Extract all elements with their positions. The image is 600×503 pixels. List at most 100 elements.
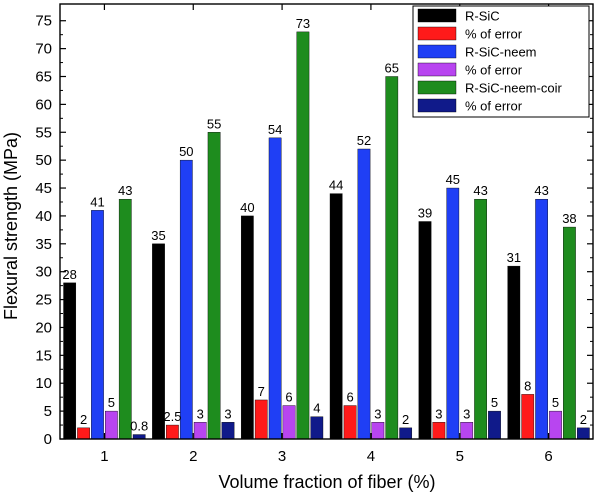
data-label-s2-c2: 54 [268, 122, 282, 137]
data-label-s1-c5: 8 [524, 378, 531, 393]
x-tick-label: 2 [189, 448, 197, 465]
bar-s3-c4 [460, 422, 474, 440]
y-tick-label: 75 [35, 13, 52, 30]
x-tick-label: 6 [544, 448, 552, 465]
data-label-s3-c5: 5 [552, 395, 559, 410]
bar-s4-c2 [296, 31, 310, 440]
bar-s3-c0 [105, 410, 118, 440]
y-tick-label: 35 [35, 236, 52, 253]
x-tick-label: 5 [456, 448, 464, 465]
bar-s5-c4 [488, 410, 501, 440]
y-tick-label: 45 [35, 180, 52, 197]
bar-s1-c0 [77, 427, 90, 440]
plot-frame [59, 3, 594, 440]
y-tick-label: 50 [35, 152, 52, 169]
data-label-s0-c0: 28 [62, 267, 76, 282]
bar-s1-c4 [432, 422, 446, 440]
data-label-s1-c4: 3 [435, 406, 442, 421]
data-label-s3-c2: 6 [285, 390, 292, 405]
data-label-s0-c2: 40 [240, 200, 254, 215]
data-label-s4-c1: 55 [207, 116, 221, 131]
data-label-s2-c0: 41 [90, 194, 104, 209]
bar-s0-c0 [63, 282, 77, 440]
bar-s4-c1 [207, 132, 221, 440]
data-label-s2-c3: 52 [357, 133, 371, 148]
data-label-s5-c5: 2 [580, 412, 587, 427]
y-tick-label: 60 [35, 96, 52, 113]
legend-swatch-4 [417, 80, 457, 95]
y-axis-title: Flexural strength (MPa) [1, 132, 21, 320]
bar-s3-c5 [549, 410, 562, 440]
data-label-s3-c0: 5 [108, 395, 115, 410]
data-label-s2-c5: 43 [534, 183, 548, 198]
data-label-s5-c1: 3 [224, 406, 231, 421]
bar-s2-c4 [446, 187, 460, 440]
legend-swatch-3 [417, 62, 457, 77]
legend-swatch-0 [417, 8, 457, 23]
bar-s1-c5 [521, 394, 535, 440]
y-tick-label: 0 [44, 431, 52, 448]
legend-swatch-5 [417, 98, 457, 113]
bar-s2-c5 [535, 198, 548, 440]
bar-s2-c2 [268, 137, 282, 440]
data-label-s2-c1: 50 [179, 144, 193, 159]
bar-s2-c0 [91, 210, 104, 440]
legend-label-2: R-SiC-neem [465, 45, 537, 60]
data-label-s4-c2: 73 [296, 16, 310, 31]
x-tick-label: 4 [367, 448, 375, 465]
data-label-s5-c0: 0.8 [130, 419, 148, 434]
bar-s2-c1 [179, 159, 193, 440]
data-label-s4-c4: 43 [473, 183, 487, 198]
data-label-s1-c0: 2 [80, 412, 87, 427]
bar-s3-c1 [193, 422, 207, 440]
data-label-s4-c0: 43 [118, 183, 132, 198]
x-axis-title: Volume fraction of fiber (%) [218, 472, 435, 492]
bar-s2-c3 [357, 148, 371, 440]
data-label-s4-c3: 65 [385, 61, 399, 76]
x-tick-label: 1 [100, 448, 108, 465]
data-label-s3-c3: 3 [374, 406, 381, 421]
bar-s1-c1 [166, 424, 179, 440]
y-tick-label: 15 [35, 347, 52, 364]
bar-s3-c2 [282, 405, 296, 440]
data-label-s1-c3: 6 [346, 390, 353, 405]
x-tick-label: 3 [278, 448, 286, 465]
bar-s1-c3 [343, 405, 357, 440]
data-label-s5-c2: 4 [313, 401, 320, 416]
bar-s4-c0 [118, 198, 132, 440]
bar-s4-c4 [474, 198, 487, 440]
bar-s5-c1 [221, 422, 235, 440]
y-tick-label: 20 [35, 319, 52, 336]
y-tick-label: 40 [35, 208, 52, 225]
y-tick-label: 25 [35, 292, 52, 309]
bar-s3-c3 [371, 422, 385, 440]
bar-s0-c2 [240, 215, 254, 440]
bar-s1-c2 [254, 399, 268, 440]
data-label-s4-c5: 38 [562, 211, 576, 226]
data-label-s3-c1: 3 [197, 406, 204, 421]
bar-s5-c2 [310, 416, 324, 440]
y-tick-label: 30 [35, 264, 52, 281]
legend-label-3: % of error [465, 63, 523, 78]
legend-box [412, 5, 590, 118]
data-label-s5-c4: 5 [491, 395, 498, 410]
legend-label-5: % of error [465, 99, 523, 114]
y-tick-label: 70 [35, 41, 52, 58]
y-tick-label: 55 [35, 124, 52, 141]
y-tick-label: 10 [35, 375, 52, 392]
bar-s5-c3 [399, 427, 413, 440]
bar-s5-c5 [576, 427, 590, 440]
bar-s0-c5 [507, 265, 521, 440]
y-tick-label: 5 [44, 403, 52, 420]
data-label-s1-c1: 2.5 [163, 409, 181, 424]
data-label-s2-c4: 45 [446, 172, 460, 187]
data-label-s0-c3: 44 [329, 178, 343, 193]
legend-label-4: R-SiC-neem-coir [465, 81, 562, 96]
legend-swatch-2 [417, 44, 457, 59]
bar-s4-c3 [385, 76, 399, 440]
legend-label-1: % of error [465, 27, 523, 42]
data-label-s3-c4: 3 [463, 406, 470, 421]
data-label-s0-c4: 39 [418, 206, 432, 221]
